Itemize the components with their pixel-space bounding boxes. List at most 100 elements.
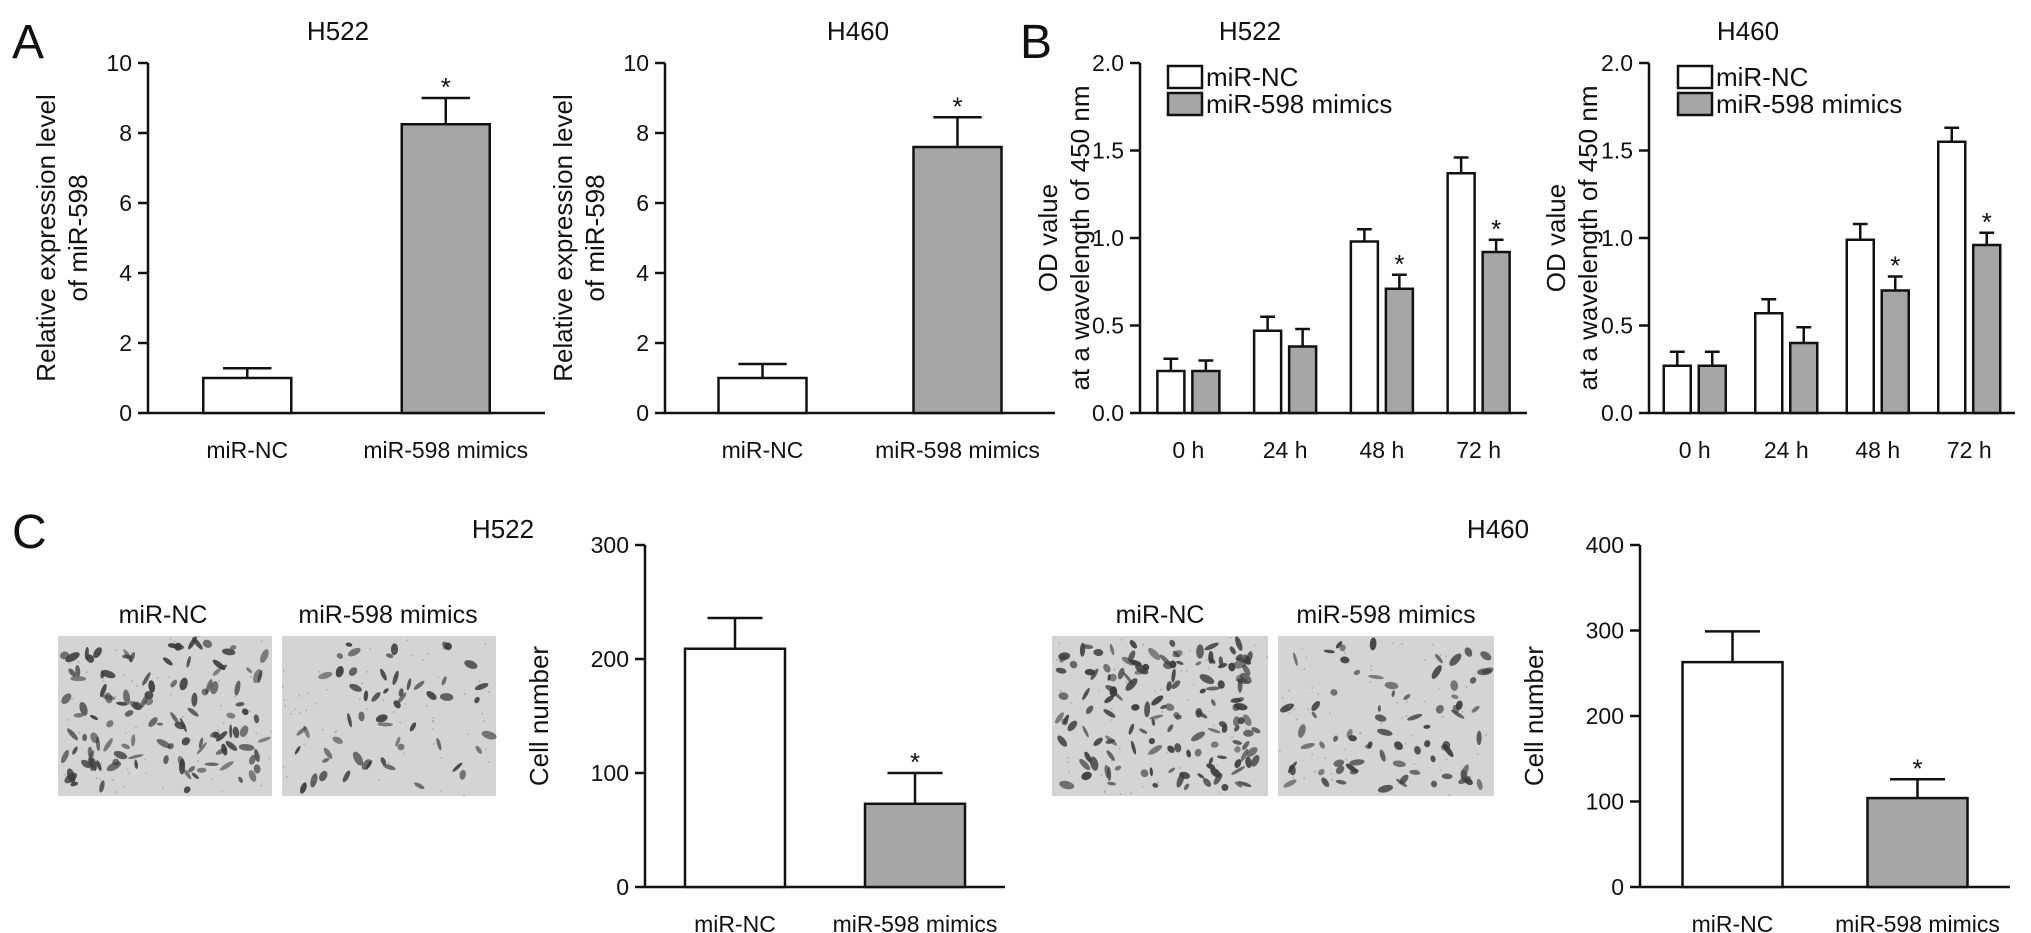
x-tick-label: miR-598 mimics: [875, 437, 1040, 463]
cell: [1105, 735, 1118, 746]
pore: [1130, 792, 1133, 795]
cell: [426, 691, 437, 700]
pore: [114, 695, 117, 698]
pore: [78, 732, 81, 735]
cell: [257, 736, 271, 743]
pore: [1157, 784, 1160, 787]
pore: [1404, 742, 1407, 745]
cell: [1125, 678, 1138, 691]
y-tick-label: 0: [636, 400, 649, 426]
cell: [1469, 676, 1477, 684]
y-tick-label: 4: [119, 260, 132, 286]
chart-a-h460: H460 Relative expression level of miR-598 0…: [548, 16, 1055, 463]
pore: [1243, 703, 1246, 706]
cell: [1204, 642, 1219, 651]
pore: [365, 670, 368, 673]
cell: [60, 651, 70, 660]
bar: [400, 123, 491, 415]
cell: [1217, 680, 1225, 689]
pore: [1159, 688, 1162, 691]
chart-title: H522: [1219, 16, 1281, 46]
y-tick-label: 10: [106, 50, 132, 76]
pore: [1465, 686, 1468, 689]
pore: [1434, 656, 1437, 659]
y-tick-label: 0: [1611, 874, 1624, 900]
cell: [113, 750, 128, 760]
cell: [170, 712, 180, 724]
cell: [1364, 744, 1372, 750]
cell: [1246, 747, 1258, 757]
y-tick-label: 1.0: [1092, 225, 1124, 251]
cell: [442, 641, 449, 650]
pore: [1178, 766, 1181, 769]
bar: [1384, 287, 1415, 415]
pore: [1424, 658, 1427, 661]
cell: [475, 745, 482, 754]
pore: [425, 705, 428, 708]
pore: [1292, 776, 1295, 779]
cell: [229, 724, 233, 739]
y-tick-label: 0: [616, 874, 629, 900]
cell: [1450, 680, 1459, 691]
cell: [93, 647, 102, 659]
cell: [1377, 784, 1394, 793]
cell: [1368, 674, 1384, 680]
pore: [1266, 656, 1269, 659]
pore: [282, 669, 285, 672]
bar: [1287, 345, 1318, 415]
cell: [1353, 669, 1361, 675]
cell: [1242, 741, 1250, 750]
cell: [380, 757, 386, 765]
cell: [1148, 738, 1156, 745]
pore: [1118, 747, 1121, 750]
pore: [1345, 758, 1348, 761]
cell: [1283, 779, 1297, 788]
cell: [1242, 664, 1251, 676]
micrograph-label-mir-598-mimics: miR-598 mimics: [1296, 601, 1475, 629]
pore: [432, 743, 435, 746]
cell: [183, 786, 191, 794]
pore: [1216, 764, 1219, 767]
pore: [399, 721, 402, 724]
x-tick-label: 24 h: [1764, 437, 1809, 463]
cell: [335, 665, 344, 678]
pore: [1369, 680, 1372, 683]
micrograph-label-mir-nc: miR-NC: [119, 601, 208, 629]
cell: [196, 742, 207, 755]
pore: [1303, 668, 1306, 671]
cell: [1160, 704, 1167, 710]
cell: [1058, 652, 1071, 661]
cell: [1130, 740, 1137, 755]
pore: [1293, 708, 1296, 711]
cell-texture: [1278, 637, 1494, 797]
cell: [349, 683, 362, 692]
cell: [409, 722, 417, 732]
cell: [377, 722, 393, 727]
cell: [221, 743, 228, 756]
cell: [1346, 729, 1353, 738]
y-tick-label: 300: [1586, 618, 1624, 644]
x-tick-label: 48 h: [1359, 437, 1404, 463]
pore: [1187, 699, 1190, 702]
cell: [179, 677, 188, 691]
bar: [1845, 238, 1875, 415]
pore: [439, 790, 442, 793]
cell: [1183, 783, 1190, 791]
y-tick-label: 100: [1586, 789, 1624, 815]
cell: [148, 717, 158, 727]
pore: [1461, 711, 1464, 714]
cell: [1148, 745, 1163, 755]
pore: [1119, 792, 1122, 795]
cell: [1140, 769, 1149, 778]
pore: [1166, 681, 1169, 684]
cell: [1082, 725, 1089, 738]
cell: [148, 680, 156, 693]
cell: [1234, 746, 1241, 753]
pore: [282, 766, 285, 769]
cell: [1081, 644, 1094, 649]
pore: [1325, 785, 1328, 788]
pore: [1358, 732, 1361, 735]
cell: [303, 725, 310, 739]
pore: [173, 640, 176, 643]
significance-star: *: [1912, 753, 1922, 783]
